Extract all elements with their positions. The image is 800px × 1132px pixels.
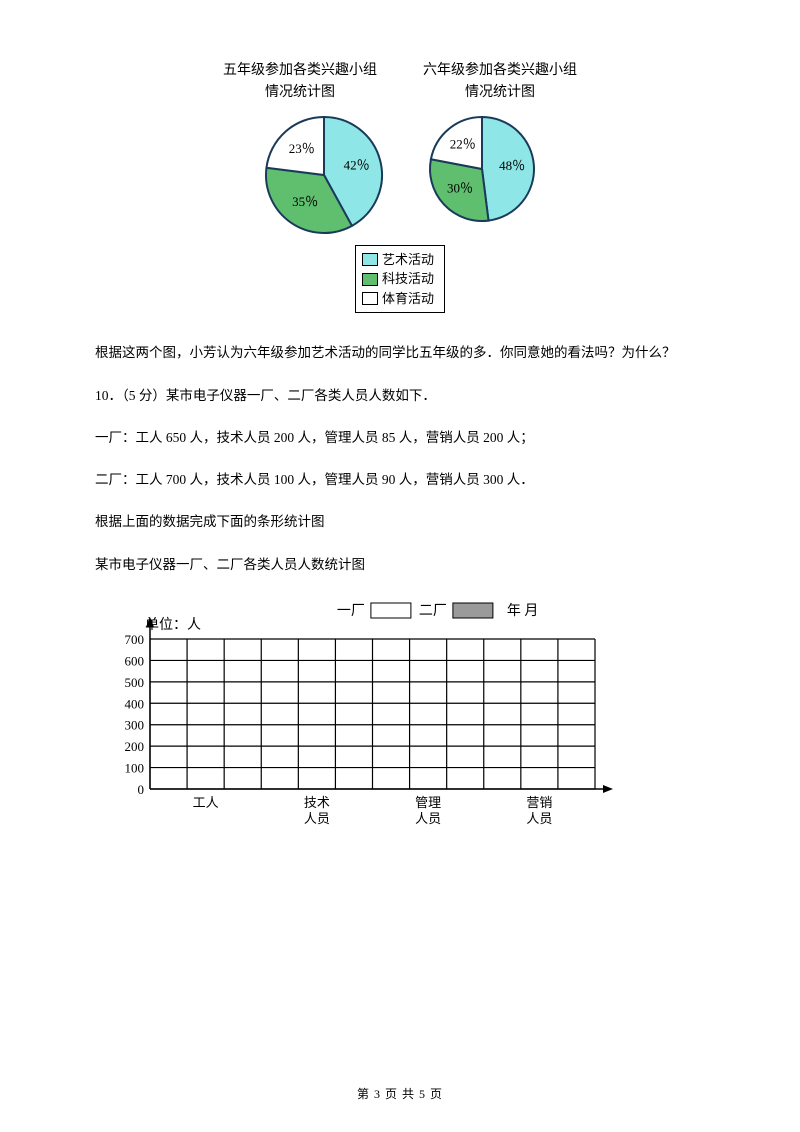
legend-row: 体育活动 xyxy=(362,289,434,309)
svg-text:二厂: 二厂 xyxy=(419,604,447,619)
legend-label: 科技活动 xyxy=(382,269,434,289)
svg-text:技术: 技术 xyxy=(304,795,330,810)
pie-charts-section: 五年级参加各类兴趣小组 情况统计图 六年级参加各类兴趣小组 情况统计图 42％ 3… xyxy=(95,60,705,313)
svg-text:人员: 人员 xyxy=(304,811,330,826)
pie-title-left-l2: 情况统计图 xyxy=(265,85,335,100)
svg-text:年 月: 年 月 xyxy=(507,603,539,619)
svg-text:700: 700 xyxy=(125,632,145,647)
svg-text:人员: 人员 xyxy=(526,811,552,826)
pie-title-right-l2: 情况统计图 xyxy=(465,85,535,100)
svg-text:42％: 42％ xyxy=(344,157,370,172)
svg-text:35％: 35％ xyxy=(292,194,318,209)
svg-text:600: 600 xyxy=(125,653,145,668)
svg-text:管理: 管理 xyxy=(415,795,441,810)
svg-text:营销: 营销 xyxy=(526,795,552,810)
svg-text:一厂: 一厂 xyxy=(337,604,365,619)
legend-label: 体育活动 xyxy=(382,289,434,309)
svg-text:22％: 22％ xyxy=(450,137,476,152)
pies-row: 42％ 35％ 23％ 48％ 30％ 22％ xyxy=(95,113,705,237)
svg-text:400: 400 xyxy=(125,696,145,711)
svg-text:100: 100 xyxy=(125,760,145,775)
pie-title-left: 五年级参加各类兴趣小组 情况统计图 xyxy=(215,60,385,105)
pie-title-left-l1: 五年级参加各类兴趣小组 xyxy=(223,63,377,78)
svg-text:人员: 人员 xyxy=(415,811,441,826)
svg-text:48％: 48％ xyxy=(499,158,525,173)
svg-text:工人: 工人 xyxy=(193,795,219,810)
paragraph-factory1: 一厂：工人 650 人，技术人员 200 人，管理人员 85 人，营销人员 20… xyxy=(95,428,705,448)
legend-row: 艺术活动 xyxy=(362,250,434,270)
svg-text:23％: 23％ xyxy=(289,141,315,156)
paragraph-q10: 10．（5 分）某市电子仪器一厂、二厂各类人员人数如下． xyxy=(95,386,705,406)
pie-title-right: 六年级参加各类兴趣小组 情况统计图 xyxy=(415,60,585,105)
legend-row: 科技活动 xyxy=(362,269,434,289)
paragraph-instruct: 根据上面的数据完成下面的条形统计图 xyxy=(95,512,705,532)
legend-label: 艺术活动 xyxy=(382,250,434,270)
pie-titles-row: 五年级参加各类兴趣小组 情况统计图 六年级参加各类兴趣小组 情况统计图 xyxy=(95,60,705,105)
svg-text:200: 200 xyxy=(125,739,145,754)
pie-chart-left: 42％ 35％ 23％ xyxy=(262,113,386,237)
body-text: 根据这两个图，小芳认为六年级参加艺术活动的同学比五年级的多．你同意她的看法吗？为… xyxy=(95,343,705,575)
page-number: 第 3 页 共 5 页 xyxy=(0,1085,800,1102)
bar-chart: 一厂二厂年 月单位：人7006005004003002001000工人技术人员管… xyxy=(95,597,705,842)
paragraph-question: 根据这两个图，小芳认为六年级参加艺术活动的同学比五年级的多．你同意她的看法吗？为… xyxy=(95,343,705,363)
svg-text:单位：人: 单位：人 xyxy=(145,617,201,633)
paragraph-factory2: 二厂：工人 700 人，技术人员 100 人，管理人员 90 人，营销人员 30… xyxy=(95,470,705,490)
paragraph-chart-title: 某市电子仪器一厂、二厂各类人员人数统计图 xyxy=(95,555,705,575)
pie-legend: 艺术活动科技活动体育活动 xyxy=(355,245,445,314)
pie-title-right-l1: 六年级参加各类兴趣小组 xyxy=(423,63,577,78)
svg-text:500: 500 xyxy=(125,675,145,690)
svg-text:0: 0 xyxy=(138,782,145,797)
svg-text:30％: 30％ xyxy=(447,180,473,195)
pie-chart-right: 48％ 30％ 22％ xyxy=(426,113,538,237)
svg-text:300: 300 xyxy=(125,717,145,732)
